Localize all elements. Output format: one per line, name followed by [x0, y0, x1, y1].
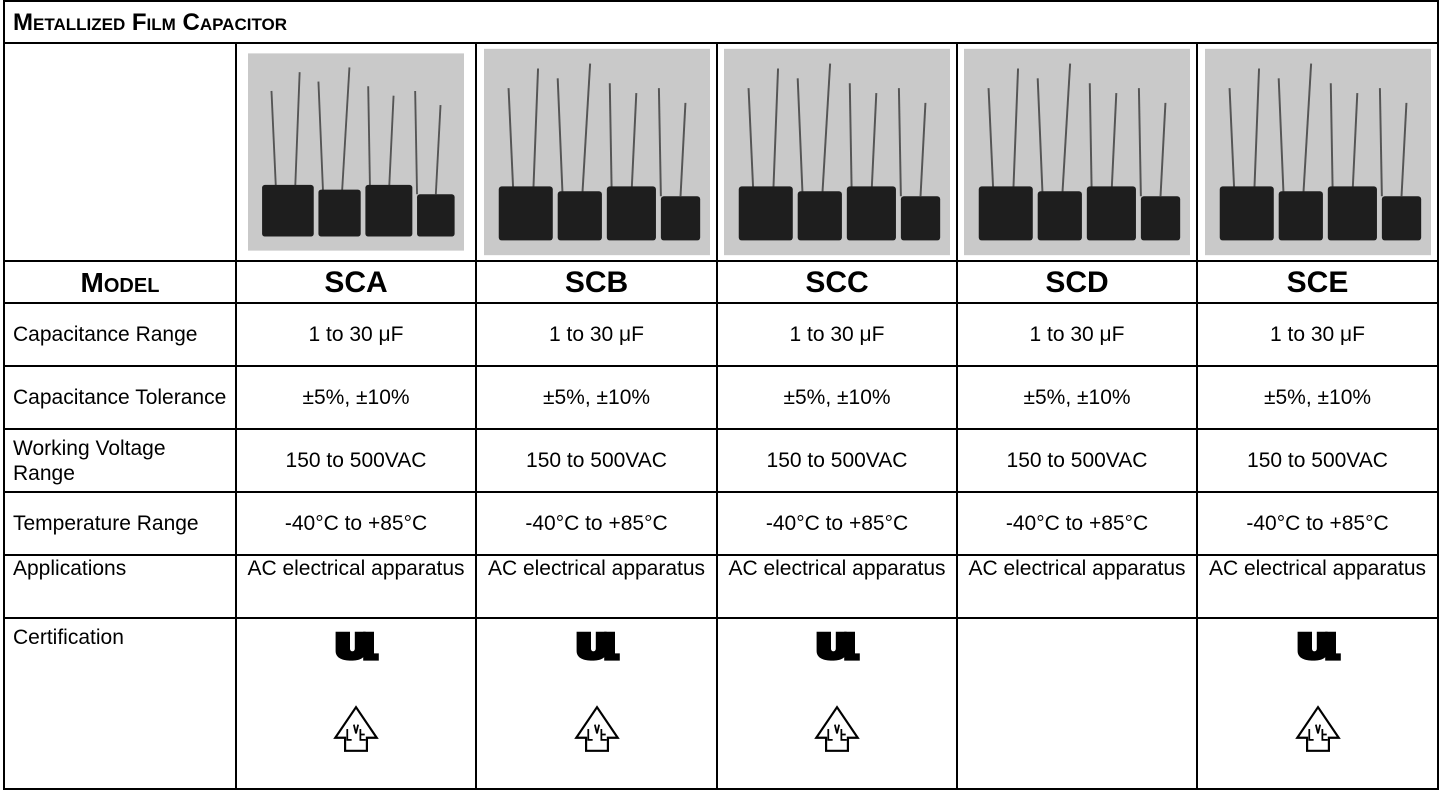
cert-cell [476, 618, 717, 789]
image-cell [236, 43, 476, 261]
spec-value: -40°C to +85°C [1197, 492, 1438, 555]
spec-value: AC electrical apparatus [236, 555, 476, 618]
spec-value: ±5%, ±10% [1197, 366, 1438, 429]
table-row: Certification [4, 618, 1438, 789]
row-label: Working Voltage Range [4, 429, 236, 492]
spec-value: AC electrical apparatus [957, 555, 1197, 618]
spec-value: 150 to 500VAC [236, 429, 476, 492]
image-cell [717, 43, 957, 261]
spec-value: 150 to 500VAC [957, 429, 1197, 492]
model-name: SCA [236, 261, 476, 303]
row-label: Capacitance Tolerance [4, 366, 236, 429]
vde-logo [1294, 705, 1342, 753]
spec-value: ±5%, ±10% [236, 366, 476, 429]
spec-value: ±5%, ±10% [957, 366, 1197, 429]
vde-logo [573, 705, 621, 753]
table-title: Metallized Film Capacitor [4, 1, 1438, 43]
spec-value: AC electrical apparatus [717, 555, 957, 618]
spec-value: 1 to 30 μF [957, 303, 1197, 366]
model-name: SCC [717, 261, 957, 303]
product-photo [964, 46, 1190, 258]
spec-value: -40°C to +85°C [236, 492, 476, 555]
cert-cell [717, 618, 957, 789]
product-photo [1205, 46, 1431, 258]
table-row: Temperature Range-40°C to +85°C-40°C to … [4, 492, 1438, 555]
ul-logo [813, 625, 861, 665]
ul-logo [332, 625, 380, 665]
row-label: Applications [4, 555, 236, 618]
spec-value: 1 to 30 μF [236, 303, 476, 366]
product-photo [724, 46, 950, 258]
header-label: Model [4, 261, 236, 303]
cert-cell [1197, 618, 1438, 789]
row-label: Capacitance Range [4, 303, 236, 366]
image-cell [1197, 43, 1438, 261]
model-name: SCE [1197, 261, 1438, 303]
spec-value: 1 to 30 μF [1197, 303, 1438, 366]
image-cell [957, 43, 1197, 261]
spec-value: ±5%, ±10% [717, 366, 957, 429]
spec-value: 150 to 500VAC [1197, 429, 1438, 492]
spec-value: -40°C to +85°C [476, 492, 717, 555]
spec-value: -40°C to +85°C [717, 492, 957, 555]
spec-value: 1 to 30 μF [476, 303, 717, 366]
vde-logo [332, 705, 380, 753]
page: Metallized Film Capacitor ModelSCASCBSCC… [0, 0, 1440, 782]
ul-logo [573, 625, 621, 665]
row-label: Temperature Range [4, 492, 236, 555]
cert-cell [957, 618, 1197, 789]
product-photo [484, 46, 710, 258]
cert-cell [236, 618, 476, 789]
image-cell [476, 43, 717, 261]
spec-value: 1 to 30 μF [717, 303, 957, 366]
spec-value: ±5%, ±10% [476, 366, 717, 429]
model-name: SCB [476, 261, 717, 303]
model-name: SCD [957, 261, 1197, 303]
product-photo [248, 46, 464, 258]
spec-value: 150 to 500VAC [717, 429, 957, 492]
table-row: Capacitance Tolerance±5%, ±10%±5%, ±10%±… [4, 366, 1438, 429]
spec-value: AC electrical apparatus [476, 555, 717, 618]
spec-value: AC electrical apparatus [1197, 555, 1438, 618]
image-cell [4, 43, 236, 261]
spec-value: 150 to 500VAC [476, 429, 717, 492]
spec-value: -40°C to +85°C [957, 492, 1197, 555]
ul-logo [1294, 625, 1342, 665]
vde-logo [813, 705, 861, 753]
row-label: Certification [4, 618, 236, 789]
